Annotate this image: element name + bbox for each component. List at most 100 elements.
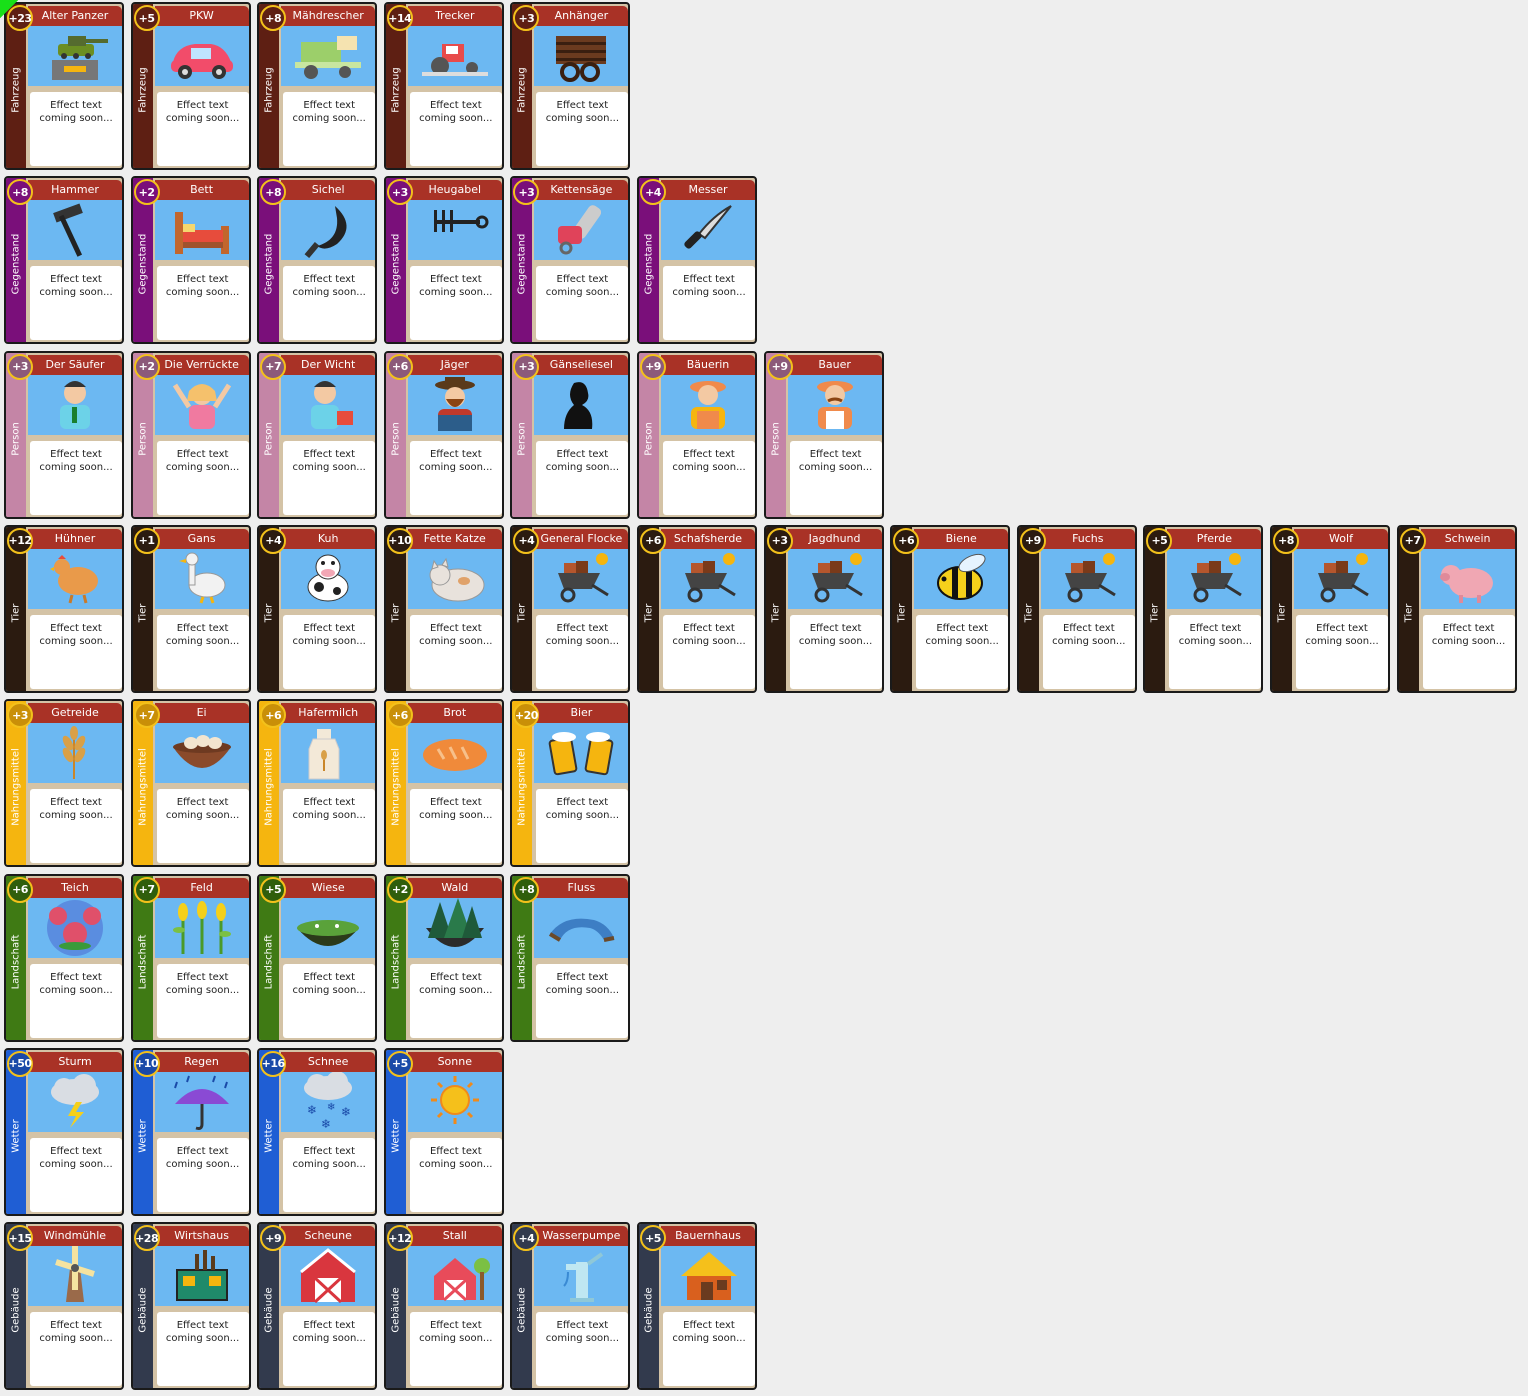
value-badge: +9 [1019, 527, 1046, 554]
game-card[interactable]: Person Gänseliesel +3 Effect text coming so… [510, 350, 631, 519]
game-card[interactable]: Person Jäger +6 Effect text coming soon... [383, 350, 504, 519]
game-card[interactable]: Nahrungsmittel Bier +20 Effect text coming … [510, 699, 631, 868]
game-card[interactable]: Tier Gans +1 Effect text coming soon... [130, 524, 251, 693]
category-band [1018, 526, 1039, 691]
card-title: Die Verrückte [154, 354, 249, 375]
game-card[interactable]: Gebäude Windmühle +15 Effect text coming so… [4, 1222, 124, 1391]
game-card[interactable]: Landschaft Fluss +8 Effect text coming soon… [510, 873, 631, 1042]
game-card[interactable]: Landschaft Feld +7 Effect text coming soon.… [130, 873, 251, 1042]
game-card[interactable]: Tier Fette Katze +10 Effect text coming soo… [383, 524, 504, 693]
game-card[interactable]: Tier Biene +6 Effect text coming soon... [890, 524, 1011, 693]
game-card[interactable]: Tier Jagdhund +3 Effect text coming soon... [763, 524, 884, 693]
category-label: Nahrungsmittel [390, 748, 402, 826]
game-card[interactable]: Landschaft Teich +6 Effect text coming soon… [4, 873, 124, 1042]
game-card[interactable]: Nahrungsmittel Hafermilch +6 Effect text co… [257, 699, 378, 868]
category-label: Tier [643, 603, 655, 623]
category-band [132, 701, 153, 866]
category-label: Wetter [137, 1119, 149, 1153]
category-band [512, 875, 533, 1040]
value-badge: +9 [260, 1225, 287, 1252]
game-card[interactable]: Wetter ❄ ❄ ❄ ❄ Schnee +16 Effect text coming so… [257, 1047, 378, 1216]
card-title: Regen [154, 1051, 249, 1072]
game-card[interactable]: Wetter Sturm +50 Effect text coming soon... [4, 1047, 124, 1216]
game-card[interactable]: Gegenstand Bett +2 Effect text coming soon.… [130, 176, 251, 345]
category-band [639, 1224, 659, 1389]
value-badge: +1 [133, 527, 160, 554]
wheelbarrow-icon [661, 544, 755, 609]
effect-text: Effect text coming soon... [30, 789, 122, 864]
game-card[interactable]: Gegenstand Sichel +8 Effect text coming soo… [257, 176, 378, 345]
farmer-woman-icon [661, 370, 755, 435]
game-card[interactable]: Gebäude Scheune +9 Effect text coming soon.… [257, 1222, 378, 1391]
game-card[interactable]: Nahrungsmittel Ei +7 Effect text coming soo… [130, 699, 251, 868]
game-card[interactable]: Gebäude Wasserpumpe +4 Effect text coming s… [510, 1222, 631, 1391]
category-label: Fahrzeug [137, 67, 149, 113]
effect-text: Effect text coming soon... [536, 1312, 629, 1387]
game-card[interactable]: Tier Hühner +12 Effect text coming soon... [4, 524, 124, 693]
effect-text: Effect text coming soon... [536, 963, 629, 1038]
wheelbarrow-icon [1294, 544, 1388, 609]
game-card[interactable]: Person Bäuerin +9 Effect text coming soon..… [637, 350, 757, 519]
game-card[interactable]: Tier Schwein +7 Effect text coming soon... [1396, 524, 1517, 693]
game-card[interactable]: Fahrzeug Mähdrescher +8 Effect text coming … [257, 2, 378, 170]
category-band [1145, 526, 1166, 691]
game-card[interactable]: Gebäude Bauernhaus +5 Effect text coming so… [637, 1222, 757, 1391]
game-card[interactable]: Tier Fuchs +9 Effect text coming soon... [1016, 524, 1137, 693]
value-badge: +16 [260, 1050, 287, 1077]
card-title: Sichel [281, 180, 376, 201]
game-card[interactable]: Tier Schafsherde +6 Effect text coming soon… [637, 524, 757, 693]
game-card[interactable]: Gegenstand Messer +4 Effect text coming soo… [637, 176, 757, 345]
game-card[interactable]: Gegenstand Heugabel +3 Effect text coming s… [383, 176, 504, 345]
game-card[interactable]: Fahrzeug PKW +5 Effect text coming soon... [130, 2, 251, 170]
category-band [6, 1224, 26, 1389]
game-card[interactable]: Fahrzeug Trecker +14 Effect text coming soo… [383, 2, 504, 170]
game-card[interactable]: Fahrzeug Alter Panzer +23 Effect text comin… [4, 2, 124, 170]
game-card[interactable]: Landschaft Wiese +5 Effect text coming soon… [257, 873, 378, 1042]
game-card[interactable]: Gebäude Stall +12 Effect text coming soon..… [383, 1222, 504, 1391]
category-label: Gegenstand [137, 233, 149, 295]
card-title: Fette Katze [407, 528, 502, 549]
game-card[interactable]: Tier Wolf +8 Effect text coming soon... [1270, 524, 1390, 693]
hunter-icon [407, 370, 502, 435]
category-label: Tier [1403, 603, 1415, 623]
game-card[interactable]: Tier Pferde +5 Effect text coming soon... [1143, 524, 1264, 693]
value-badge: +6 [386, 702, 413, 729]
value-badge: +12 [386, 1225, 413, 1252]
value-badge: +3 [386, 179, 413, 206]
game-card[interactable]: Person Der Säufer +3 Effect text coming soo… [4, 350, 124, 519]
category-label: Wetter [390, 1119, 402, 1153]
effect-text: Effect text coming soon... [283, 963, 376, 1038]
value-badge: +7 [133, 702, 160, 729]
game-card[interactable]: Gebäude Wirtshaus +28 Effect text coming so… [130, 1222, 251, 1391]
value-badge: +5 [386, 1050, 413, 1077]
game-card[interactable]: Tier General Flocke +4 Effect text coming s… [510, 524, 631, 693]
game-card[interactable]: Nahrungsmittel Getreide +3 Effect text comi… [4, 699, 124, 868]
game-card[interactable]: Person Der Wicht +7 Effect text coming soon… [257, 350, 378, 519]
game-card[interactable]: Person Die Verrückte +2 Effect text coming … [130, 350, 251, 519]
game-card[interactable]: Wetter Sonne +5 Effect text coming soon... [383, 1047, 504, 1216]
value-badge: +6 [893, 527, 920, 554]
effect-text: Effect text coming soon... [409, 789, 502, 864]
value-badge: +8 [1273, 527, 1299, 554]
harvester-icon [281, 22, 376, 86]
card-title: Getreide [28, 703, 122, 724]
game-card[interactable]: Nahrungsmittel Brot +6 Effect text coming s… [383, 699, 504, 868]
card-title: Bauer [787, 354, 882, 375]
bee-icon [914, 544, 1009, 609]
category-band [259, 1049, 280, 1214]
game-card[interactable]: Wetter Regen +10 Effect text coming soon... [130, 1047, 251, 1216]
game-card[interactable]: Gegenstand Hammer +8 Effect text coming soo… [4, 176, 124, 345]
effect-text: Effect text coming soon... [30, 1137, 122, 1212]
game-card[interactable]: Tier Kuh +4 Effect text coming soon... [257, 524, 378, 693]
game-card[interactable]: Landschaft Wald +2 Effect text coming soon.… [383, 873, 504, 1042]
game-card[interactable]: Fahrzeug Anhänger +3 Effect text coming soo… [510, 2, 631, 170]
card-title: Kettensäge [534, 180, 629, 201]
svg-text:❄: ❄ [321, 1117, 331, 1131]
card-title: Ei [154, 703, 249, 724]
category-band [259, 1224, 280, 1389]
game-card[interactable]: Gegenstand Kettensäge +3 Effect text coming… [510, 176, 631, 345]
card-title: Teich [28, 877, 122, 898]
value-badge: +9 [766, 353, 793, 380]
game-card[interactable]: Person Bauer +9 Effect text coming soon... [763, 350, 884, 519]
category-label: Person [516, 421, 528, 456]
